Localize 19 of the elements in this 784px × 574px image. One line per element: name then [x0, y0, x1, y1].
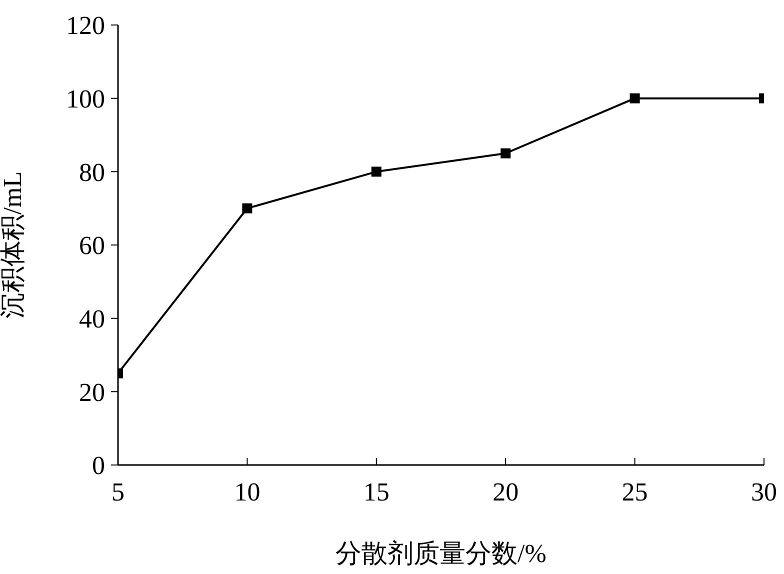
x-tick-label: 20	[492, 477, 519, 506]
x-tick-label: 25	[622, 477, 648, 506]
point	[242, 203, 252, 214]
x-tick-label: 15	[363, 477, 390, 506]
y-tick-label: 60	[79, 231, 105, 260]
x-tick-label: 5	[112, 477, 124, 506]
x-tick-label: 10	[234, 477, 260, 506]
y-axis-title: 沉积体积/mL	[0, 171, 28, 319]
y-tick-label: 0	[92, 451, 105, 480]
point	[630, 93, 640, 104]
point	[500, 148, 511, 158]
y-tick-label: 120	[66, 11, 105, 40]
x-tick-label: 30	[751, 477, 777, 506]
x-axis-title: 分散剂质量分数/%	[336, 539, 546, 568]
point	[371, 166, 382, 177]
y-tick-label: 40	[79, 304, 105, 334]
y-tick-label: 20	[79, 378, 105, 407]
y-tick-label: 100	[66, 84, 105, 114]
y-tick-label: 80	[79, 158, 105, 187]
